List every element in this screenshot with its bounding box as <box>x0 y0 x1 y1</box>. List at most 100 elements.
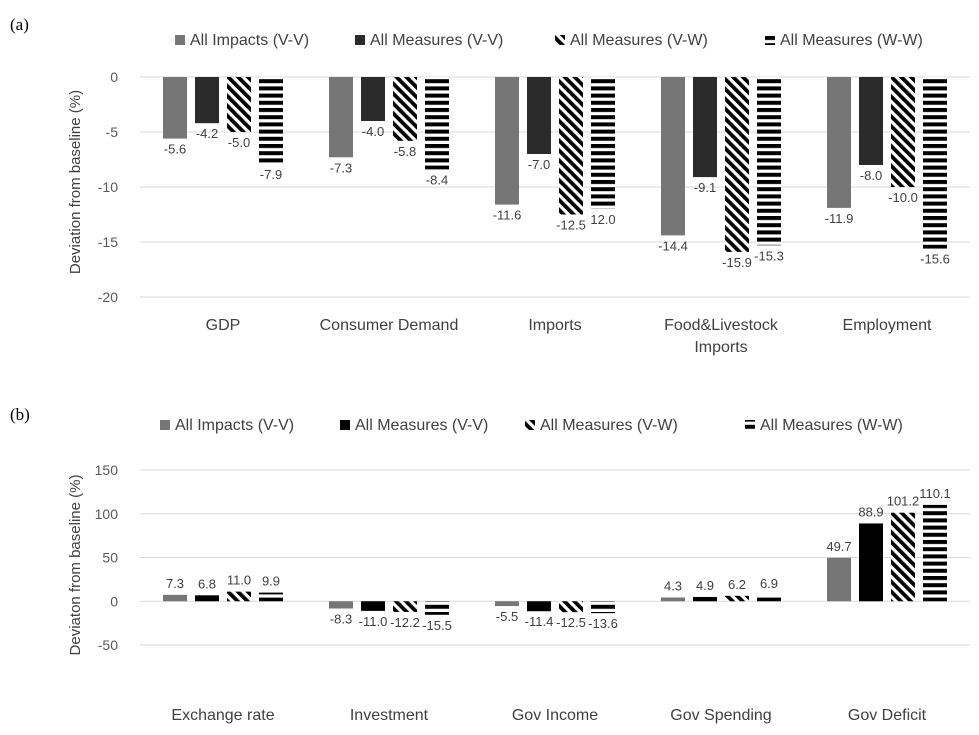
data-label: 6.2 <box>728 577 746 592</box>
category-label: Gov Deficit <box>848 707 927 724</box>
y-tick-label: -50 <box>98 637 118 653</box>
y-tick-label: -20 <box>98 289 118 305</box>
data-label: -13.6 <box>588 616 618 631</box>
bar <box>527 77 551 154</box>
data-label: -14.4 <box>658 238 688 253</box>
bar <box>757 595 781 602</box>
category-label: Investment <box>350 707 429 724</box>
legend-entry: All Measures (W-W) <box>780 32 923 49</box>
legend-swatch <box>555 35 565 45</box>
data-label: 9.9 <box>262 574 280 589</box>
bar <box>329 601 353 609</box>
y-tick-label: 100 <box>95 506 119 522</box>
y-tick-label: 0 <box>110 69 118 85</box>
legend-entry: All Measures (V-W) <box>540 417 678 434</box>
data-label: -7.9 <box>260 167 282 182</box>
data-label: -11.6 <box>493 208 522 223</box>
bar <box>163 594 187 602</box>
bar <box>591 601 615 614</box>
data-label: -15.6 <box>920 252 950 267</box>
bar <box>425 601 449 615</box>
bar <box>725 595 749 602</box>
panel-a-y-ticks: 0 -5 -10 -15 -20 <box>98 69 118 305</box>
panel-a-bars <box>163 77 947 252</box>
bar <box>559 601 583 613</box>
panel-b-chart: (b) All Impacts (V-V) All Measures (V-V) A… <box>10 405 970 724</box>
bar <box>725 77 749 252</box>
bar <box>693 596 717 602</box>
bar <box>559 77 583 215</box>
data-label: -15.9 <box>722 255 752 270</box>
data-label: -5.5 <box>496 609 518 624</box>
bar <box>891 512 915 602</box>
bar <box>859 523 883 602</box>
category-label: GDP <box>206 317 241 334</box>
data-label: -12.5 <box>556 218 586 233</box>
category-label: Imports <box>528 317 581 334</box>
panel-b-data-labels: 7.3 6.8 11.0 9.9 -8.3 -11.0 -12.2 -15.5 -5.5 -11.… <box>166 486 951 633</box>
panel-a-legend: All Impacts (V-V) All Measures (V-V) All M… <box>175 32 923 49</box>
data-label: 11.0 <box>227 573 251 588</box>
legend-entry: All Measures (V-V) <box>370 32 503 49</box>
data-label: 110.1 <box>919 486 951 501</box>
panel-a-label: (a) <box>10 15 29 34</box>
legend-swatch <box>745 420 755 430</box>
data-label: -8.4 <box>426 172 448 187</box>
category-label: Gov Income <box>512 707 598 724</box>
data-label: -5.0 <box>228 135 250 150</box>
bar <box>259 77 283 164</box>
legend-swatch <box>175 35 185 45</box>
data-label: -12.5 <box>556 615 586 630</box>
data-label: -8.3 <box>330 612 352 627</box>
panel-b-legend: All Impacts (V-V) All Measures (V-V) All M… <box>160 417 903 434</box>
category-label: Consumer Demand <box>320 317 459 334</box>
y-tick-label: 0 <box>110 593 118 609</box>
legend-swatch <box>340 420 350 430</box>
data-label: 88.9 <box>858 504 883 519</box>
panel-a-chart: (a) All Impacts (V-V) All Measures (V-V) A… <box>10 15 970 356</box>
bar <box>195 595 219 602</box>
bar <box>495 601 519 607</box>
bar <box>361 601 385 611</box>
data-label: 4.3 <box>664 578 682 593</box>
data-label: -4.0 <box>362 124 384 139</box>
category-label: Exchange rate <box>171 707 274 724</box>
data-label: 7.3 <box>166 576 184 591</box>
bar <box>361 77 385 121</box>
data-label: -11.9 <box>825 211 854 226</box>
bar <box>393 601 417 612</box>
legend-swatch <box>525 420 535 430</box>
data-label: -8.0 <box>860 168 882 183</box>
panel-b-y-axis-label: Deviaton from baseline (%) <box>67 475 84 656</box>
data-label: 12.0 <box>590 212 615 227</box>
y-tick-label: -15 <box>98 234 118 250</box>
bar <box>163 77 187 139</box>
legend-swatch <box>160 420 170 430</box>
bar <box>329 77 353 158</box>
legend-entry: All Measures (W-W) <box>760 417 903 434</box>
bar <box>661 77 685 236</box>
bar <box>393 77 417 141</box>
legend-entry: All Impacts (V-V) <box>175 417 294 434</box>
data-label: 4.9 <box>696 578 714 593</box>
legend-swatch <box>765 35 775 45</box>
data-label: -15.3 <box>754 248 784 263</box>
category-label: Employment <box>843 317 932 334</box>
data-label: -12.2 <box>390 615 420 630</box>
data-label: 6.9 <box>760 576 778 591</box>
data-label: -7.3 <box>330 160 352 175</box>
panel-a-category-labels: GDP Consumer Demand Imports Food&Livestock I… <box>206 317 932 356</box>
data-label: -10.0 <box>888 190 918 205</box>
legend-entry: All Measures (V-W) <box>570 32 708 49</box>
data-label: 49.7 <box>826 539 851 554</box>
legend-swatch <box>355 35 365 45</box>
category-label: Food&Livestock <box>664 317 779 334</box>
bar <box>827 557 851 602</box>
panel-a-y-axis-label: Deviation from baseline (%) <box>67 90 84 274</box>
y-tick-label: 150 <box>95 462 119 478</box>
data-label: -9.1 <box>694 180 716 195</box>
bar <box>195 77 219 124</box>
bar <box>859 77 883 165</box>
bar <box>591 77 615 209</box>
bar <box>495 77 519 205</box>
